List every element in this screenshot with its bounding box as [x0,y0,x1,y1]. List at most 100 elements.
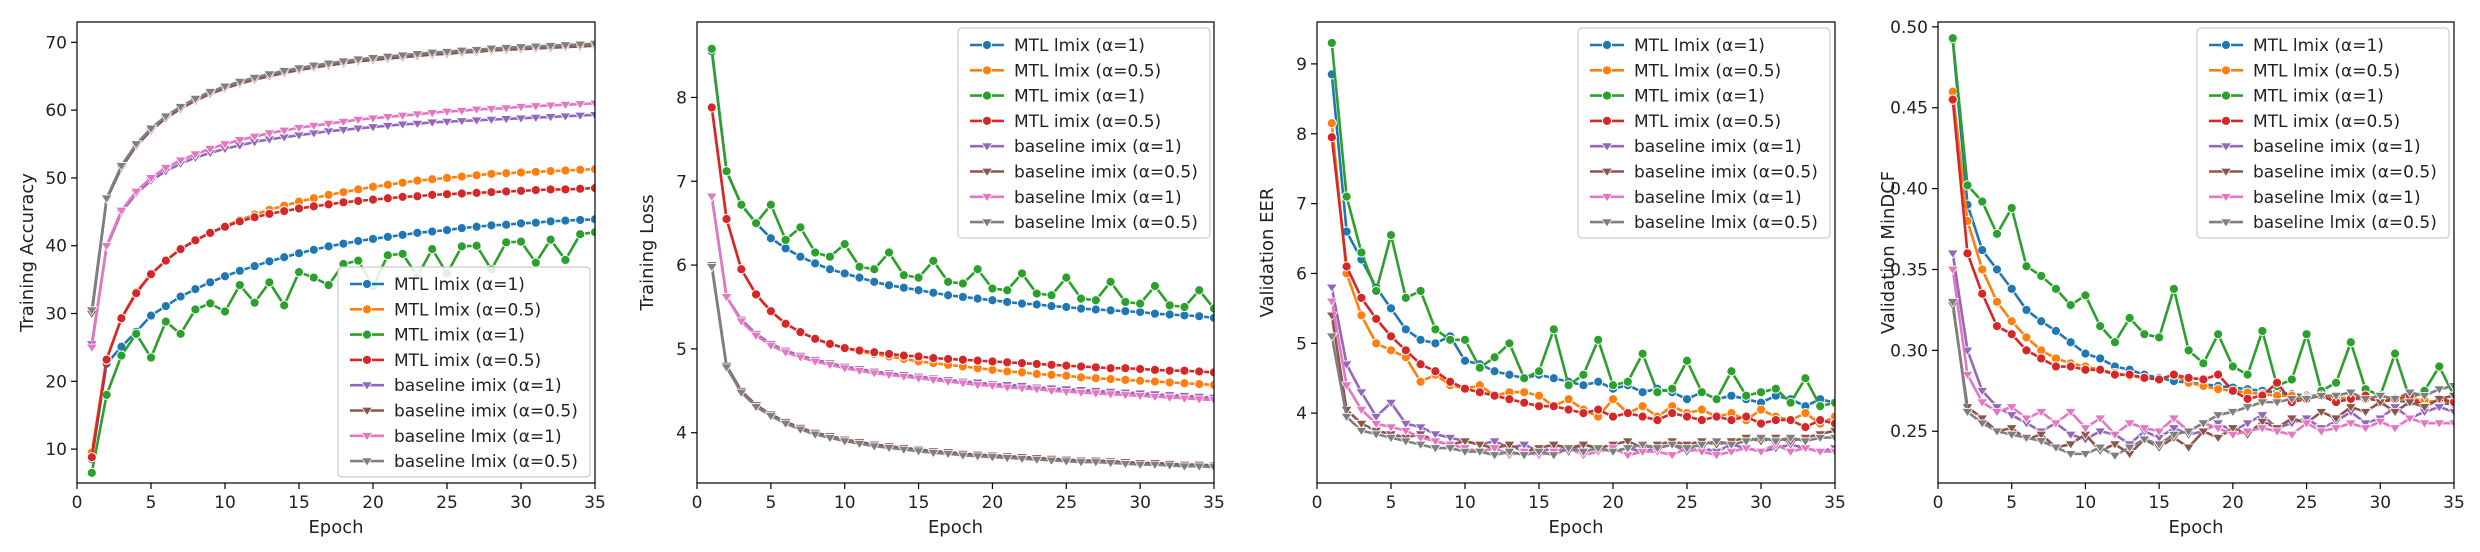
data-point [560,184,571,195]
data-point [145,352,157,363]
data-point [2256,411,2269,421]
data-point [456,222,467,234]
legend-label: MTL imix (α=0.5) [2253,112,2400,132]
data-point [1105,373,1116,385]
data-point [1385,229,1397,241]
data-point [2345,337,2356,348]
data-point [854,261,865,272]
data-point [780,234,791,246]
data-point [353,184,364,195]
x-tick-label: 30 [510,493,532,513]
x-tick-label: 0 [1312,493,1323,513]
x-tick-label: 10 [1454,493,1476,513]
data-point [2124,312,2135,324]
data-point [2050,361,2062,372]
legend-label: MTL lmix (α=0.5) [2253,61,2400,81]
data-point [2021,345,2032,356]
data-point [101,389,112,400]
data-point [1548,324,1559,335]
data-point [219,306,231,317]
data-point [2050,325,2062,337]
data-point [2197,419,2210,429]
data-point [233,136,247,146]
data-point [1000,383,1014,394]
data-point [2359,424,2372,434]
data-point [1135,375,1146,386]
data-point [86,452,97,463]
data-point [795,251,806,262]
data-point [2124,369,2135,380]
data-point [575,229,586,240]
series-8 [1946,298,2454,462]
data-point [1104,459,1117,469]
data-point [411,110,424,120]
data-point [486,187,497,198]
data-point [795,327,806,338]
data-point [2183,372,2194,383]
data-point [780,243,791,254]
data-point [397,191,408,203]
data-point [1681,411,1693,422]
data-point [1828,447,1835,458]
legend-label: MTL imix (α=1) [1014,87,1145,107]
data-point [1769,437,1783,447]
legend-marker [2220,90,2232,101]
x-tick-label: 25 [2296,493,2318,513]
x-axis-label: Epoch [308,517,363,538]
data-point [2242,369,2253,380]
data-point [1120,363,1131,374]
data-point [1622,376,1633,387]
data-point [1179,310,1190,321]
y-axis-label: Training Accuracy [17,173,38,333]
data-point [1961,370,1974,381]
data-point [1002,285,1013,296]
data-point [353,235,364,247]
data-point [987,364,998,375]
data-point [1815,401,1826,412]
data-point [411,119,424,130]
data-point [913,285,924,296]
data-point [1002,357,1013,368]
legend-frame [2196,27,2450,239]
data-point [2374,391,2387,402]
data-point [1489,390,1500,401]
data-point [764,341,778,352]
data-point [2152,440,2166,450]
data-point [588,111,595,121]
x-tick-label: 30 [1129,493,1151,513]
data-point [1977,244,1988,256]
data-point [986,382,999,392]
y-tick-label: 0.25 [1890,422,1928,442]
data-point [338,238,349,249]
data-point [941,377,955,388]
y-tick-label: 60 [45,101,67,121]
data-point [705,192,719,203]
chart-1: 0 5 10 15 20 25 30 35 10 20 30 40 50 60 70 Epoch Trainin… [17,21,606,538]
data-point [2020,434,2033,444]
data-point [1326,132,1337,143]
series-3 [706,43,1214,314]
legend-marker [1601,115,1613,127]
legend-marker [1600,193,1614,203]
data-point [1046,301,1057,312]
data-point [2359,408,2372,418]
data-point [205,298,216,309]
data-point [928,353,939,364]
data-point [1547,451,1561,461]
data-point [1695,440,1709,451]
data-point [529,42,543,53]
data-point [838,364,851,374]
data-point [1194,311,1205,322]
x-tick-label: 10 [834,493,856,513]
data-point [1710,437,1723,447]
legend-label: baseline imix (α=1) [1634,137,1802,157]
data-point [971,452,984,462]
data-point [425,118,439,129]
legend-entry: MTL imix (α=0.5) [970,112,1161,132]
data-point [1473,447,1487,458]
data-point [249,212,260,223]
data-point [764,412,778,422]
data-point [1000,454,1014,464]
data-point [2447,391,2454,402]
data-point [1384,423,1398,433]
